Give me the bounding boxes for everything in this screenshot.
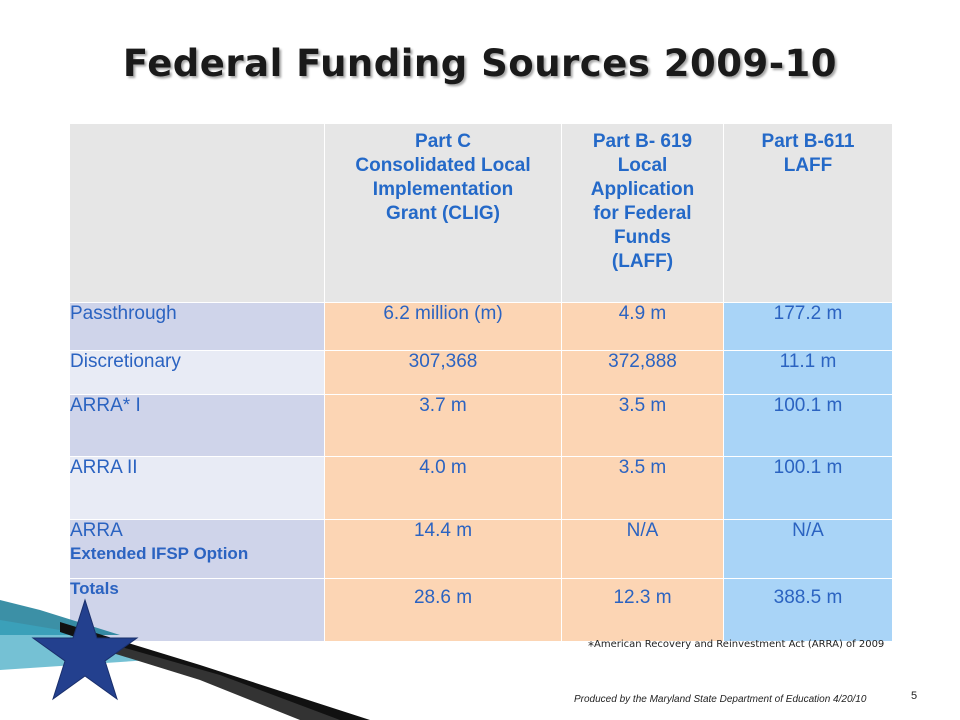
- cell-part-c: 4.0 m: [324, 456, 562, 520]
- cell-part-b619: 4.9 m: [561, 302, 724, 351]
- row-label: Discretionary: [69, 350, 325, 395]
- header-part-b619-line: Application: [590, 179, 695, 200]
- row-label-cell: ARRA Extended IFSP Option: [69, 519, 325, 579]
- header-part-c-line: Grant (CLIG): [386, 203, 500, 224]
- totals-row: Totals 28.6 m 12.3 m 388.5 m: [69, 578, 893, 642]
- header-part-b619: Part B- 619 Local Application for Federa…: [561, 123, 724, 303]
- cell-part-b619: 3.5 m: [561, 456, 724, 520]
- cell-part-b619: 12.3 m: [561, 578, 724, 642]
- produced-by: Produced by the Maryland State Departmen…: [574, 694, 867, 705]
- footnote: *American Recovery and Reinvestment Act …: [588, 639, 884, 653]
- cell-part-c: 307,368: [324, 350, 562, 395]
- row-label: ARRA II: [69, 456, 325, 520]
- header-empty: [69, 123, 325, 303]
- cell-part-b611: 388.5 m: [723, 578, 893, 642]
- table-row: ARRA* I 3.7 m 3.5 m 100.1 m: [69, 394, 893, 457]
- header-part-b619-line: Local: [617, 155, 668, 176]
- cell-part-b619: 3.5 m: [561, 394, 724, 457]
- row-label: ARRA: [70, 520, 123, 541]
- cell-part-b619: N/A: [561, 519, 724, 579]
- cell-part-b611: N/A: [723, 519, 893, 579]
- table-row: ARRA II 4.0 m 3.5 m 100.1 m: [69, 456, 893, 520]
- star-icon: [31, 598, 139, 701]
- cell-part-b611: 177.2 m: [723, 302, 893, 351]
- cell-part-b611: 11.1 m: [723, 350, 893, 395]
- header-part-b611-line: LAFF: [783, 155, 833, 176]
- header-part-c-line: Implementation: [372, 179, 514, 200]
- cell-part-b611: 100.1 m: [723, 456, 893, 520]
- header-part-b619-line: Part B- 619: [592, 131, 693, 152]
- cell-part-c: 28.6 m: [324, 578, 562, 642]
- cell-part-b611: 100.1 m: [723, 394, 893, 457]
- header-part-b611: Part B-611 LAFF: [723, 123, 893, 303]
- row-label: ARRA* I: [69, 394, 325, 457]
- footnote-text: American Recovery and Reinvestment Act (…: [594, 639, 885, 650]
- slide-title: Federal Funding Sources 2009-10: [122, 42, 838, 85]
- table-header-row: Part C Consolidated Local Implementation…: [69, 123, 893, 303]
- header-part-b619-line: (LAFF): [611, 251, 674, 272]
- footnote-marker: *: [588, 639, 594, 653]
- table-row: Discretionary 307,368 372,888 11.1 m: [69, 350, 893, 395]
- table-row: ARRA Extended IFSP Option 14.4 m N/A N/A: [69, 519, 893, 579]
- header-part-b619-line: Funds: [614, 227, 671, 248]
- row-label: Passthrough: [69, 302, 325, 351]
- cell-part-c: 6.2 million (m): [324, 302, 562, 351]
- cell-part-b619: 372,888: [561, 350, 724, 395]
- header-part-c-line: Consolidated Local: [355, 155, 531, 176]
- header-part-b619-line: for Federal: [593, 203, 692, 224]
- black-swoosh-shape: [90, 638, 340, 720]
- header-part-c: Part C Consolidated Local Implementation…: [324, 123, 562, 303]
- cell-part-c: 3.7 m: [324, 394, 562, 457]
- page-number: 5: [911, 690, 918, 702]
- funding-table: Part C Consolidated Local Implementation…: [69, 123, 893, 642]
- row-sublabel: Extended IFSP Option: [70, 544, 249, 563]
- header-part-c-line: Part C: [415, 131, 471, 152]
- decorative-corner: [0, 598, 370, 720]
- row-label: Totals: [69, 578, 325, 642]
- cell-part-c: 14.4 m: [324, 519, 562, 579]
- header-part-b611-line: Part B-611: [761, 131, 855, 152]
- black-swoosh-shape: [60, 622, 370, 720]
- table-row: Passthrough 6.2 million (m) 4.9 m 177.2 …: [69, 302, 893, 351]
